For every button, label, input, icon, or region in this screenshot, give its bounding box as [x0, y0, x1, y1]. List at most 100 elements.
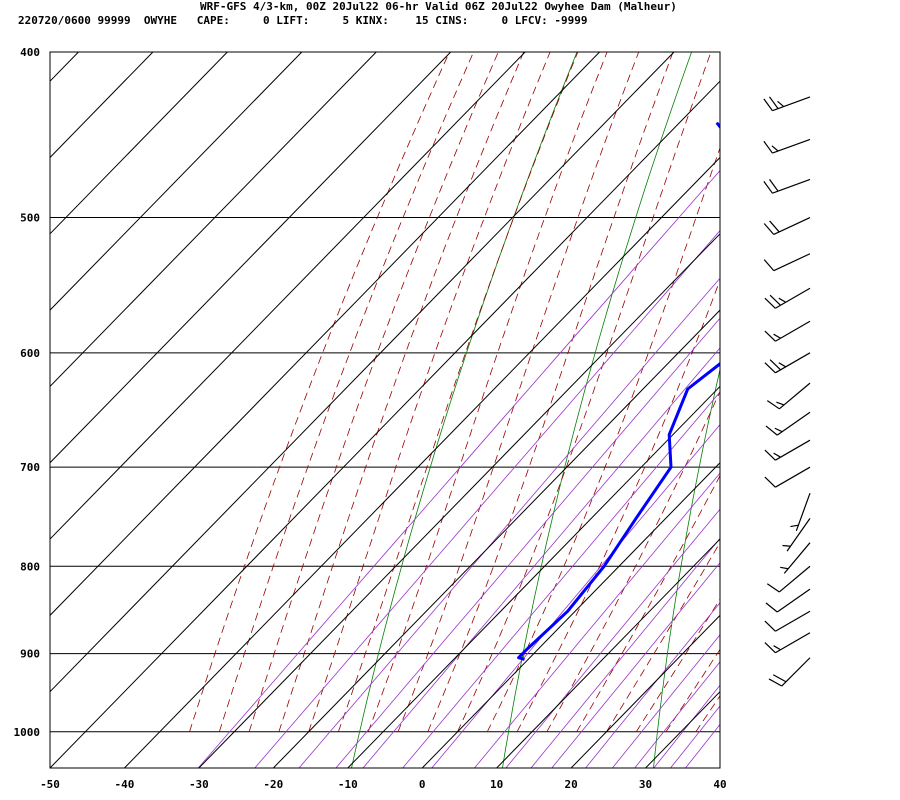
- wind-barb-staff: [775, 439, 811, 461]
- wind-barb: [765, 411, 811, 436]
- moist-adiabat-line: [516, 278, 720, 732]
- mixing-ratio-line: [254, 229, 720, 768]
- wind-barb: [766, 565, 811, 593]
- moist-adiabat-line: [576, 474, 720, 733]
- wind-barb-staff: [773, 217, 811, 236]
- wind-barb: [763, 253, 811, 272]
- sounding-indices: 220720/0600 99999 OWYHE CAPE: 0 LIFT: 5 …: [18, 14, 588, 27]
- wind-barb-feather: [773, 333, 781, 339]
- isotherm-line: [50, 52, 377, 388]
- wind-barb-staff: [776, 588, 811, 613]
- wind-barb-feather: [763, 181, 773, 194]
- x-tick-label: -30: [189, 778, 209, 791]
- y-tick-label: 700: [20, 461, 40, 474]
- wind-barb-feather: [780, 566, 789, 570]
- isotherm-line: [570, 614, 720, 768]
- wind-barb-feather: [763, 140, 773, 154]
- wind-barb-feather: [769, 178, 779, 192]
- wind-barb-feather: [764, 476, 776, 488]
- wind-barb-feather: [769, 96, 779, 109]
- wind-barb-feather: [778, 297, 787, 303]
- wind-barb-feather: [769, 294, 781, 306]
- mixing-ratio-line: [653, 684, 720, 768]
- wind-barb-staff: [772, 138, 811, 154]
- isotherm-line: [50, 52, 303, 311]
- x-tick-label: -10: [338, 778, 358, 791]
- y-tick-label: 500: [20, 212, 40, 225]
- wind-barb-staff: [786, 518, 811, 552]
- x-tick-label: 10: [490, 778, 503, 791]
- mixing-ratio-line: [362, 347, 720, 768]
- wind-barb-staff: [775, 287, 811, 309]
- mixing-ratio-line: [530, 537, 720, 768]
- dry-adiabat-line: [351, 52, 578, 768]
- moist-adiabat-line: [308, 52, 551, 732]
- wind-barb-feather: [766, 583, 780, 593]
- dewpoint-trace: [517, 121, 720, 661]
- wind-barb: [763, 96, 811, 112]
- y-tick-label: 400: [20, 46, 40, 59]
- wind-barb-staff: [775, 352, 811, 374]
- plot-frame: [49, 51, 721, 769]
- moist-adiabat-line: [248, 52, 499, 732]
- wind-barb-staff: [772, 178, 811, 194]
- moist-adiabat-line: [635, 598, 720, 733]
- wind-barb-feather: [765, 425, 778, 436]
- x-tick-label: -20: [263, 778, 283, 791]
- wind-barb-staff: [775, 632, 811, 654]
- moist-adiabat-line: [427, 52, 674, 732]
- wind-barb-staff: [795, 493, 811, 532]
- wind-barb-feather: [773, 452, 781, 458]
- wind-barb: [764, 439, 811, 461]
- wind-barb: [763, 217, 811, 236]
- wind-barb-feather: [782, 544, 791, 547]
- isotherm-line: [50, 52, 600, 617]
- isotherm-line: [50, 52, 675, 693]
- wind-barb-feather: [764, 362, 776, 374]
- isotherm-line: [124, 156, 720, 768]
- wind-barb: [763, 138, 811, 154]
- wind-barb: [768, 657, 811, 687]
- wind-barb-staff: [772, 96, 811, 112]
- moist-adiabat-line: [726, 52, 900, 732]
- dry-adiabat-line: [502, 52, 692, 768]
- mixing-ratio-line: [197, 170, 720, 768]
- isotherm-line: [50, 80, 720, 768]
- moist-adiabat-line: [338, 52, 579, 732]
- mixing-ratio-line: [585, 602, 720, 768]
- wind-barb-feather: [764, 642, 776, 654]
- wind-barb: [764, 632, 811, 654]
- moist-adiabat-line: [785, 52, 900, 732]
- wind-barb-staff: [776, 411, 811, 436]
- wind-barb-feather: [764, 330, 776, 342]
- wind-barb-staff: [778, 382, 811, 410]
- mixing-ratio-line: [612, 634, 720, 768]
- wind-barb-feather: [790, 524, 799, 528]
- dry-adiabat-line: [804, 52, 900, 768]
- wind-barb-feather: [766, 400, 780, 410]
- wind-barb-feather: [763, 98, 773, 112]
- temperature-trace: [729, 123, 900, 660]
- x-tick-label: 0: [419, 778, 426, 791]
- x-tick-label: -50: [40, 778, 60, 791]
- wind-barb-feather: [771, 145, 779, 152]
- wind-barb-feather: [769, 220, 780, 233]
- moist-adiabat-line: [397, 52, 640, 732]
- wind-barb-feather: [777, 100, 785, 108]
- isotherm-line: [645, 690, 720, 768]
- mixing-ratio-line: [474, 472, 720, 768]
- moist-adiabat-line: [278, 52, 525, 732]
- isotherm-line: [421, 462, 720, 768]
- wind-barb-staff: [781, 657, 811, 687]
- wind-barb: [766, 382, 811, 410]
- wind-barb-feather: [763, 223, 775, 235]
- y-tick-label: 1000: [14, 726, 41, 739]
- wind-barb-feather: [764, 297, 776, 309]
- series-layer: [517, 121, 900, 661]
- wind-barb-feather: [772, 674, 787, 683]
- x-tick-label: -40: [115, 778, 135, 791]
- y-tick-label: 900: [20, 648, 40, 661]
- mixing-ratio-line: [505, 508, 720, 768]
- tick-labels: -50 -40 -30 -20 -10 0 10 20 30 40 400 500 600 700 800 9…: [14, 46, 727, 791]
